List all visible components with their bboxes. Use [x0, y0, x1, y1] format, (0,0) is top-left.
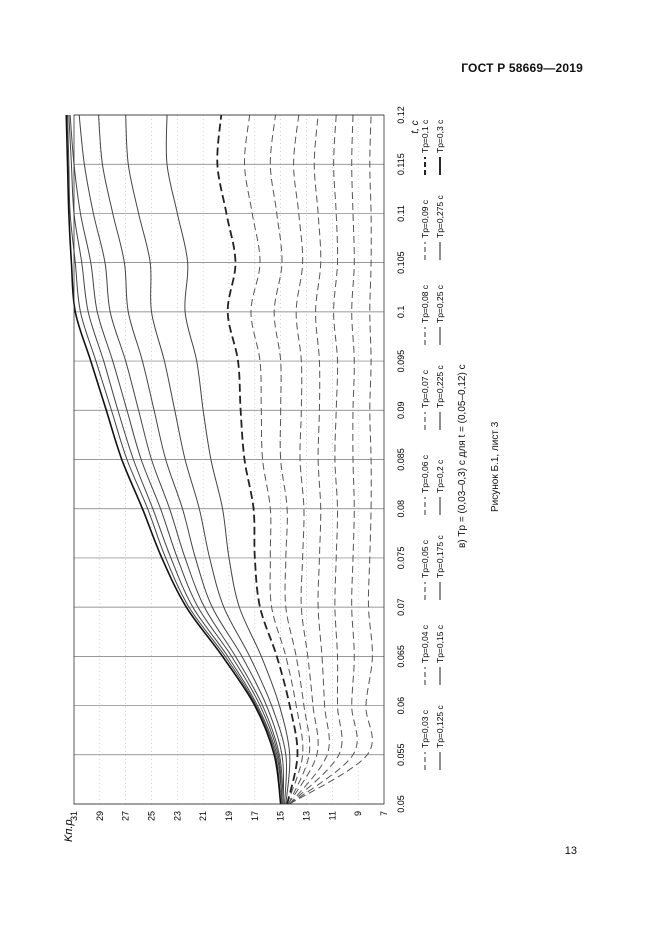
series-line	[289, 114, 358, 805]
legend-label: Tр=0,3 с	[435, 119, 445, 153]
series-layer	[65, 114, 373, 805]
series-line	[69, 114, 283, 805]
legend-item: Tр=0,25 с	[435, 284, 445, 345]
grid	[73, 114, 385, 805]
y-tick-label: 19	[224, 811, 234, 821]
y-tick-label: 11	[327, 811, 337, 820]
x-tick-label: 0.11	[396, 205, 406, 222]
x-tick-label: 0.06	[396, 697, 406, 715]
legend-item: Tр=0,275 с	[435, 194, 445, 260]
y-tick-label: 31	[69, 811, 79, 821]
series-line	[287, 114, 319, 805]
legend-label: Tр=0,09 с	[420, 199, 430, 238]
x-tick-label: 0.05	[396, 795, 406, 813]
y-tick-label: 21	[198, 811, 208, 821]
legend-label: Tр=0,125 с	[435, 704, 445, 748]
series-line	[68, 114, 283, 805]
figure-caption: Рисунок Б.1, лист 3	[490, 421, 501, 512]
x-tick-label: 0.105	[396, 251, 406, 274]
legend-item: Tр=0,15 с	[435, 624, 445, 685]
series-line	[289, 114, 343, 805]
legend-label: Tр=0,07 с	[420, 369, 430, 408]
x-tick-label: 0.12	[396, 106, 406, 124]
x-tick-label: 0.07	[396, 598, 406, 616]
legend-item: Tр=0,3 с	[435, 119, 445, 175]
x-tick-label: 0.09	[396, 402, 406, 420]
series-line	[67, 114, 282, 805]
y-tick-label: 15	[276, 811, 286, 821]
series-line	[165, 114, 291, 805]
series-line	[269, 114, 311, 805]
legend-label: Tр=0,08 с	[420, 284, 430, 323]
series-line	[78, 114, 284, 805]
document-header: ГОСТ Р 58669—2019	[461, 61, 583, 75]
series-line	[65, 114, 282, 805]
legend-label: Tр=0,06 с	[420, 454, 430, 493]
legend-item: Tр=0,05 с	[420, 539, 430, 600]
series-line	[289, 114, 330, 805]
legend-label: Tр=0,175 с	[435, 534, 445, 578]
legend-item: Tр=0,225 с	[435, 364, 445, 430]
panel-caption: в) Tр = (0,03–0,3) с для t = (0,05–0,12)…	[457, 364, 468, 548]
legend-label: Tр=0,04 с	[420, 624, 430, 663]
series-line	[98, 114, 285, 805]
legend-item: Tр=0,07 с	[420, 369, 430, 430]
y-tick-label: 7	[379, 811, 389, 816]
x-tick-label: 0.075	[396, 547, 406, 570]
axes: 0.05 0.055 0.06 0.065 0.07 0.075 0.08 0.085 0.09…	[63, 106, 421, 842]
y-tick-label: 9	[353, 811, 363, 816]
legend-label: Tр=0,1 с	[420, 119, 430, 153]
y-tick-label: 27	[121, 811, 131, 821]
legend-label: Tр=0,03 с	[420, 709, 430, 748]
x-tick-label: 0.08	[396, 500, 406, 518]
legend-item: Tр=0,2 с	[435, 459, 445, 515]
legend-item: Tр=0,06 с	[420, 454, 430, 515]
legend-item: Tр=0,175 с	[435, 534, 445, 600]
legend-item: Tр=0,04 с	[420, 624, 430, 685]
legend-label: Tр=0,15 с	[435, 624, 445, 663]
legend-label: Tр=0,2 с	[435, 459, 445, 493]
series-line	[125, 114, 288, 805]
y-axis-title: Kп.р	[63, 819, 75, 842]
x-tick-label: 0.095	[396, 350, 406, 373]
legend-label: Tр=0,25 с	[435, 284, 445, 323]
y-tick-label: 25	[147, 811, 157, 821]
legend: Tр=0,03 с Tр=0,04 с Tр=0,05 с Tр=0,06 с Tр=0…	[420, 119, 445, 770]
x-tick-label: 0.1	[396, 306, 406, 319]
legend-item: Tр=0,1 с	[420, 119, 430, 175]
plot-frame	[73, 114, 385, 805]
x-tick-label: 0.115	[396, 153, 406, 175]
legend-item: Tр=0,03 с	[420, 709, 430, 770]
y-tick-label: 23	[172, 811, 182, 821]
legend-item: Tр=0,09 с	[420, 199, 430, 260]
y-tick-label: 29	[95, 811, 105, 821]
legend-label: Tр=0,05 с	[420, 539, 430, 578]
y-tick-label: 13	[302, 811, 312, 821]
legend-item: Tр=0,08 с	[420, 284, 430, 345]
x-tick-label: 0.065	[396, 645, 406, 668]
legend-label: Tр=0,225 с	[435, 364, 445, 408]
legend-item: Tр=0,125 с	[435, 704, 445, 770]
y-tick-label: 17	[250, 811, 260, 821]
series-line	[243, 114, 304, 805]
legend-label: Tр=0,275 с	[435, 194, 445, 238]
series-line	[289, 114, 373, 805]
x-axis-title: t, с	[410, 120, 421, 133]
series-line	[216, 114, 299, 805]
x-tick-label: 0.085	[396, 448, 406, 471]
x-tick-label: 0.055	[396, 744, 406, 767]
page-number: 13	[564, 845, 577, 857]
